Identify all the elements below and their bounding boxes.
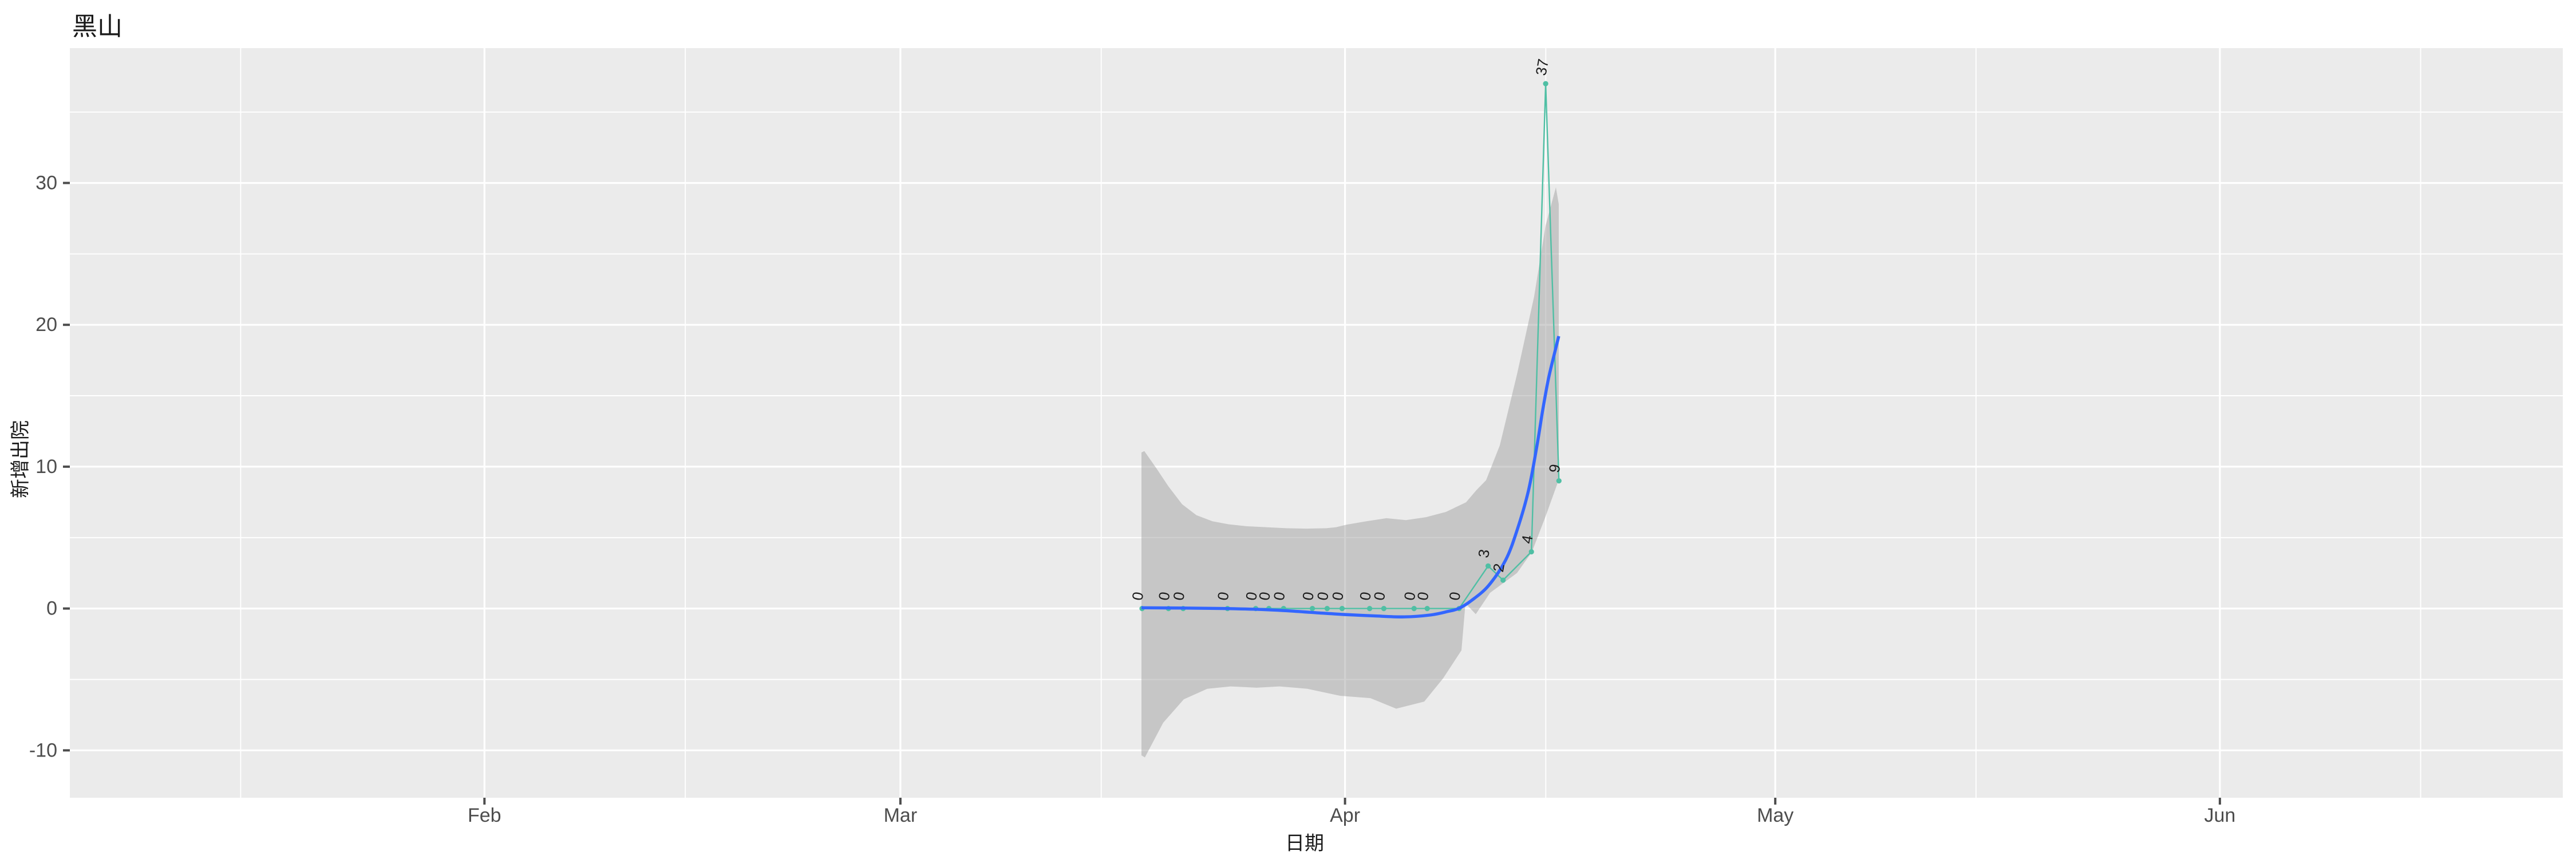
svg-text:20: 20	[35, 314, 57, 336]
svg-text:0: 0	[46, 598, 57, 620]
svg-text:30: 30	[35, 172, 57, 194]
svg-text:Mar: Mar	[884, 805, 918, 826]
svg-text:37: 37	[1532, 57, 1552, 77]
svg-text:Apr: Apr	[1330, 805, 1360, 826]
svg-text:Feb: Feb	[468, 805, 501, 826]
svg-text:Jun: Jun	[2204, 805, 2235, 826]
svg-text:-10: -10	[29, 739, 57, 761]
svg-text:10: 10	[35, 456, 57, 478]
svg-text:May: May	[1757, 805, 1793, 826]
